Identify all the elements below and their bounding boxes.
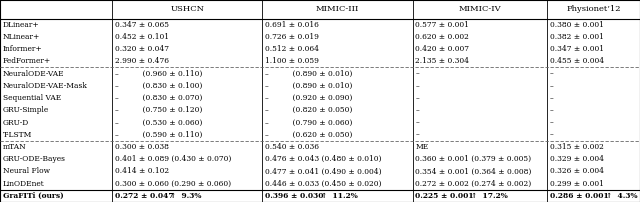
Text: 0.300 ± 0.038: 0.300 ± 0.038 (115, 143, 168, 151)
Text: FedFormer+: FedFormer+ (3, 57, 51, 65)
Text: 2.990 ± 0.476: 2.990 ± 0.476 (115, 57, 168, 65)
Text: ↑  17.2%: ↑ 17.2% (471, 192, 508, 200)
Text: 0.380 ± 0.001: 0.380 ± 0.001 (550, 21, 604, 29)
Text: GraFITi (ours): GraFITi (ours) (3, 192, 63, 200)
Text: 0.329 ± 0.004: 0.329 ± 0.004 (550, 155, 604, 163)
Text: 0.299 ± 0.001: 0.299 ± 0.001 (550, 180, 604, 188)
Text: 0.354 ± 0.001 (0.364 ± 0.008): 0.354 ± 0.001 (0.364 ± 0.008) (415, 167, 532, 175)
Text: 0.512 ± 0.064: 0.512 ± 0.064 (265, 45, 319, 53)
Text: 0.225 ± 0.001: 0.225 ± 0.001 (415, 192, 474, 200)
Text: –          (0.920 ± 0.090): – (0.920 ± 0.090) (265, 94, 353, 102)
Text: Neural Flow: Neural Flow (3, 167, 49, 175)
Text: 2.135 ± 0.304: 2.135 ± 0.304 (415, 57, 469, 65)
Text: –          (0.960 ± 0.110): – (0.960 ± 0.110) (115, 70, 202, 78)
Text: –          (0.890 ± 0.010): – (0.890 ± 0.010) (265, 82, 353, 90)
Text: 0.476 ± 0.043 (0.480 ± 0.010): 0.476 ± 0.043 (0.480 ± 0.010) (265, 155, 381, 163)
Text: Physionet’12: Physionet’12 (566, 5, 621, 13)
Text: Informer+: Informer+ (3, 45, 42, 53)
Text: 0.577 ± 0.001: 0.577 ± 0.001 (415, 21, 469, 29)
Text: 0.452 ± 0.101: 0.452 ± 0.101 (115, 33, 168, 41)
Text: –          (0.530 ± 0.060): – (0.530 ± 0.060) (115, 119, 202, 126)
Text: –          (0.830 ± 0.070): – (0.830 ± 0.070) (115, 94, 202, 102)
Text: 0.477 ± 0.041 (0.490 ± 0.004): 0.477 ± 0.041 (0.490 ± 0.004) (265, 167, 381, 175)
Text: 0.315 ± 0.002: 0.315 ± 0.002 (550, 143, 604, 151)
Text: 0.382 ± 0.001: 0.382 ± 0.001 (550, 33, 604, 41)
Text: NeuralODE-VAE: NeuralODE-VAE (3, 70, 64, 78)
Text: ↑  9.3%: ↑ 9.3% (170, 192, 202, 200)
Text: GRU-ODE-Bayes: GRU-ODE-Bayes (3, 155, 65, 163)
Text: T-LSTM: T-LSTM (3, 131, 32, 139)
Text: LinODEnet: LinODEnet (3, 180, 44, 188)
Text: –          (0.830 ± 0.100): – (0.830 ± 0.100) (115, 82, 202, 90)
Text: 0.446 ± 0.033 (0.450 ± 0.020): 0.446 ± 0.033 (0.450 ± 0.020) (265, 180, 381, 188)
Text: –          (0.750 ± 0.120): – (0.750 ± 0.120) (115, 106, 202, 114)
Text: 0.726 ± 0.019: 0.726 ± 0.019 (265, 33, 319, 41)
Text: ↑  11.2%: ↑ 11.2% (321, 192, 358, 200)
Text: 0.360 ± 0.001 (0.379 ± 0.005): 0.360 ± 0.001 (0.379 ± 0.005) (415, 155, 531, 163)
Text: mTAN: mTAN (3, 143, 26, 151)
Text: USHCN: USHCN (170, 5, 204, 13)
Text: 0.540 ± 0.036: 0.540 ± 0.036 (265, 143, 319, 151)
Text: GRU-Simple: GRU-Simple (3, 106, 49, 114)
Text: 0.414 ± 0.102: 0.414 ± 0.102 (115, 167, 169, 175)
Text: MIMIC-III: MIMIC-III (316, 5, 359, 13)
Text: –: – (550, 131, 554, 139)
Text: 0.320 ± 0.047: 0.320 ± 0.047 (115, 45, 168, 53)
Text: –: – (415, 131, 419, 139)
Text: –          (0.620 ± 0.050): – (0.620 ± 0.050) (265, 131, 353, 139)
Text: –          (0.890 ± 0.010): – (0.890 ± 0.010) (265, 70, 353, 78)
Text: 0.420 ± 0.007: 0.420 ± 0.007 (415, 45, 469, 53)
Text: –          (0.790 ± 0.060): – (0.790 ± 0.060) (265, 119, 353, 126)
Text: –: – (415, 82, 419, 90)
Text: 0.272 ± 0.047: 0.272 ± 0.047 (115, 192, 173, 200)
Text: 0.272 ± 0.002 (0.274 ± 0.002): 0.272 ± 0.002 (0.274 ± 0.002) (415, 180, 532, 188)
Text: –: – (415, 106, 419, 114)
Text: –: – (550, 106, 554, 114)
Text: 0.300 ± 0.060 (0.290 ± 0.060): 0.300 ± 0.060 (0.290 ± 0.060) (115, 180, 230, 188)
Text: 0.347 ± 0.001: 0.347 ± 0.001 (550, 45, 604, 53)
Text: 0.691 ± 0.016: 0.691 ± 0.016 (265, 21, 319, 29)
Text: –: – (415, 70, 419, 78)
Text: 0.396 ± 0.030: 0.396 ± 0.030 (265, 192, 323, 200)
Text: ME: ME (415, 143, 429, 151)
Text: 1.100 ± 0.059: 1.100 ± 0.059 (265, 57, 319, 65)
Text: DLinear+: DLinear+ (3, 21, 39, 29)
Text: –: – (550, 119, 554, 126)
Text: –          (0.590 ± 0.110): – (0.590 ± 0.110) (115, 131, 202, 139)
Text: –: – (550, 82, 554, 90)
Text: –: – (415, 119, 419, 126)
Text: –: – (550, 70, 554, 78)
Text: NLinear+: NLinear+ (3, 33, 40, 41)
Text: 0.347 ± 0.065: 0.347 ± 0.065 (115, 21, 168, 29)
Text: 0.620 ± 0.002: 0.620 ± 0.002 (415, 33, 469, 41)
Text: 0.326 ± 0.004: 0.326 ± 0.004 (550, 167, 604, 175)
Text: 0.401 ± 0.089 (0.430 ± 0.070): 0.401 ± 0.089 (0.430 ± 0.070) (115, 155, 231, 163)
Text: 0.286 ± 0.001: 0.286 ± 0.001 (550, 192, 609, 200)
Text: NeuralODE-VAE-Mask: NeuralODE-VAE-Mask (3, 82, 88, 90)
Text: 0.455 ± 0.004: 0.455 ± 0.004 (550, 57, 604, 65)
Text: –: – (415, 94, 419, 102)
Text: GRU-D: GRU-D (3, 119, 29, 126)
Text: ↑  4.3%: ↑ 4.3% (605, 192, 637, 200)
Text: –: – (550, 94, 554, 102)
Text: Sequential VAE: Sequential VAE (3, 94, 61, 102)
Text: MIMIC-IV: MIMIC-IV (459, 5, 501, 13)
Text: –          (0.820 ± 0.050): – (0.820 ± 0.050) (265, 106, 353, 114)
